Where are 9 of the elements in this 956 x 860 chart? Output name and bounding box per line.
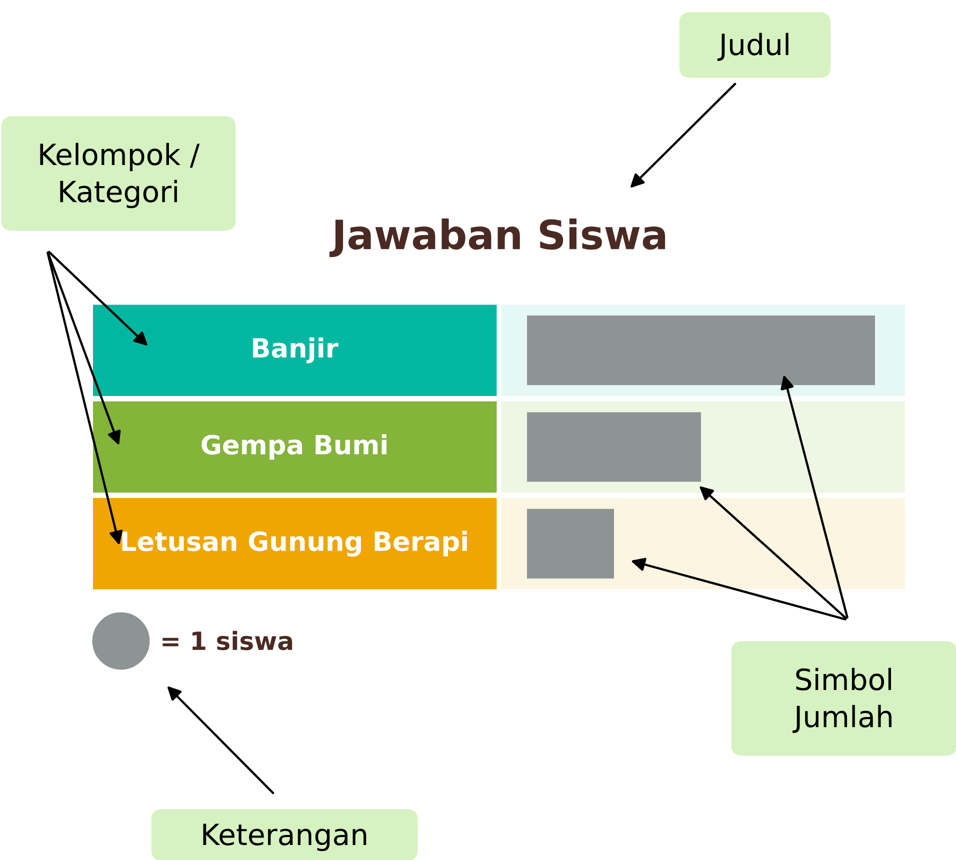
text: Keterangan — [203, 824, 366, 852]
y-tick-label: Letusan Gunung Berapi — [122, 530, 467, 557]
text: = 1 siswa — [162, 630, 292, 650]
text: Kelompok / Kategori — [40, 142, 200, 208]
y-tick-label: Gempa Bumi — [202, 434, 386, 460]
y-tick-label: Banjir — [253, 337, 338, 364]
chart-title: Jawaban Siswa — [330, 218, 666, 258]
text: Judul — [717, 32, 788, 61]
text: Simbol Jumlah — [792, 668, 892, 733]
